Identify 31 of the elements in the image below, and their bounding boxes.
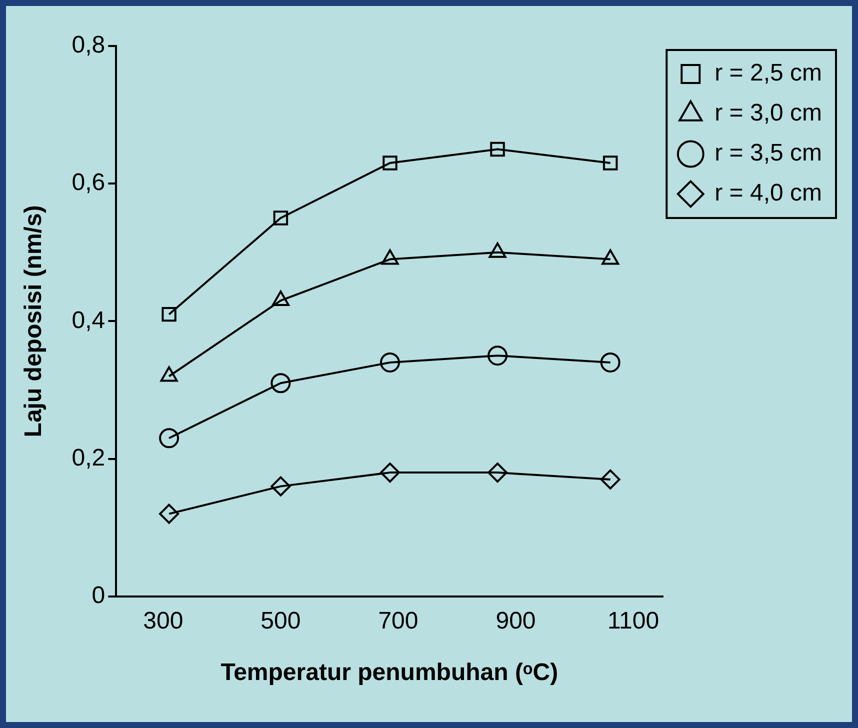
- y-tick-label: 0,8: [72, 32, 106, 59]
- x-tick-label: 700: [378, 607, 418, 634]
- legend-label: r = 4,0 cm: [714, 180, 822, 207]
- point: [273, 210, 288, 226]
- point: [159, 428, 180, 448]
- point: [490, 142, 505, 157]
- x-axis-title: Temperatur penumbuhan (ᵒC): [220, 659, 558, 686]
- x-tick-label: 1100: [607, 607, 660, 634]
- point: [380, 352, 400, 372]
- legend-label: r = 3,0 cm: [714, 100, 822, 127]
- legend-label: r = 3,5 cm: [714, 140, 822, 167]
- y-tick-label: 0: [92, 582, 106, 610]
- x-tick-label: 300: [143, 607, 184, 634]
- legend-label: r = 2,5 cm: [714, 60, 822, 87]
- point: [270, 373, 291, 394]
- point: [602, 156, 618, 170]
- point: [488, 346, 508, 366]
- point: [382, 156, 398, 170]
- point: [159, 504, 180, 524]
- point: [162, 306, 176, 322]
- y-axis-title: Laju deposisi (nm/s): [20, 205, 48, 438]
- point: [380, 462, 400, 483]
- point: [488, 462, 508, 483]
- y-tick-label: 0,2: [72, 444, 106, 472]
- x-tick-label: 500: [260, 607, 301, 634]
- y-tick-label: 0,4: [72, 306, 106, 334]
- point: [600, 352, 620, 372]
- y-tick-label: 0,6: [72, 169, 106, 196]
- point: [270, 476, 291, 496]
- point: [600, 469, 620, 490]
- x-tick-label: 900: [496, 607, 536, 634]
